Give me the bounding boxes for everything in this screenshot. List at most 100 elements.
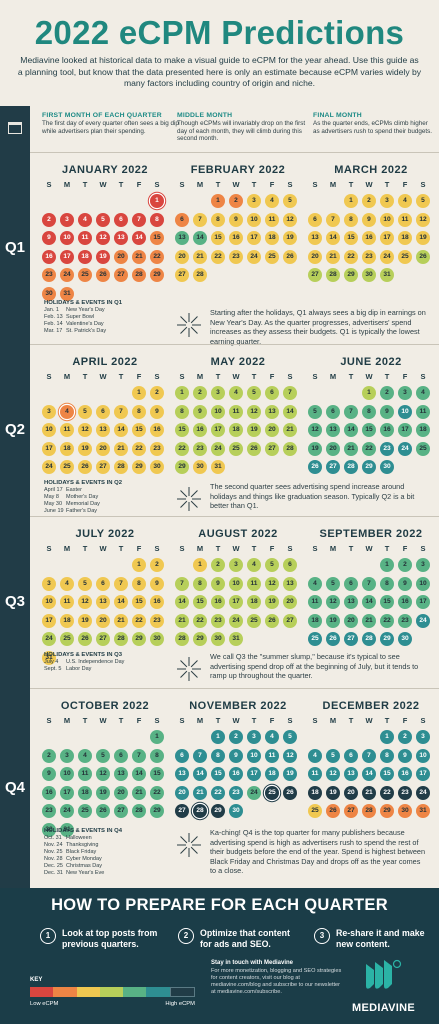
step-text: Optimize that content for ads and SEO.	[200, 928, 290, 949]
weekday-label: F	[402, 544, 408, 553]
day-cell: 29	[362, 460, 376, 474]
day-cell: 24	[247, 785, 261, 800]
weekday-label: T	[215, 180, 221, 189]
day-cell: 1	[150, 730, 164, 744]
day-cell: 3	[416, 730, 430, 744]
day-cell: 12	[96, 767, 110, 781]
holiday-date: Dec. 31	[44, 870, 63, 876]
day-cell: 22	[380, 785, 394, 800]
day-cell: 29	[211, 804, 225, 818]
day-cell: 11	[416, 404, 430, 419]
day-cell: 18	[229, 423, 243, 437]
day-cell: 15	[175, 423, 189, 437]
day-cell: 6	[344, 576, 358, 591]
day-cell: 19	[96, 785, 110, 800]
day-cell: 21	[344, 441, 358, 456]
day-cell: 17	[60, 785, 74, 800]
day-cell: 23	[42, 268, 56, 282]
month-name: NOVEMBER 2022	[189, 700, 287, 712]
day-cell: 2	[362, 194, 376, 208]
weekday-label: S	[420, 180, 426, 189]
day-cell: 14	[344, 423, 358, 437]
key-swatch-2	[53, 987, 77, 997]
day-cell: 7	[114, 404, 128, 419]
day-cell: 16	[398, 595, 412, 609]
day-cell: 3	[416, 558, 430, 572]
day-cell: 26	[96, 268, 110, 282]
intro-icon-cell	[0, 106, 30, 152]
month-calendar: MAY 2022 S M T W T F S 1 2 3 4 5 6 7 8 9 10 11 12 13 14 15 16 17…	[173, 356, 303, 486]
quarter-q3: Q3 JULY 2022 S M T W T F S 1 2 3 4 5 6 7 8 9 10 11 12 13 14 15 1…	[0, 516, 439, 688]
weekday-label: S	[312, 716, 318, 725]
weekday-label: S	[420, 716, 426, 725]
day-cell: 28	[114, 460, 128, 474]
day-cell: 13	[175, 231, 189, 245]
day-cell: 19	[265, 595, 279, 609]
day-cell: 8	[344, 212, 358, 227]
day-cell: 9	[42, 767, 56, 781]
day-cell: 28	[326, 268, 340, 282]
day-cell: 17	[416, 595, 430, 609]
holiday-item: July 4 U.S. Independence Day	[44, 659, 174, 666]
holiday-name: Black Friday	[66, 849, 97, 855]
day-cell: 23	[380, 441, 394, 456]
day-cell: 1	[175, 386, 189, 400]
day-cell: 1	[150, 194, 164, 208]
day-cell: 28	[193, 268, 207, 282]
day-cell: 4	[60, 576, 74, 591]
weekday-label: T	[384, 544, 390, 553]
day-cell: 28	[362, 804, 376, 818]
day-cell: 26	[283, 249, 297, 264]
contact-heading: Stay in touch with Mediavine	[211, 960, 294, 966]
day-cell: 25	[229, 441, 243, 456]
weekday-label: S	[46, 716, 52, 725]
day-cell: 30	[398, 632, 412, 646]
day-cell: 4	[247, 558, 261, 572]
day-cell: 20	[96, 441, 110, 456]
day-cell: 20	[344, 785, 358, 800]
day-cell: 29	[132, 460, 146, 474]
day-cell: 5	[416, 194, 430, 208]
day-cell: 26	[326, 632, 340, 646]
day-cell: 3	[42, 404, 56, 419]
holiday-item: May 30 Memorial Day	[44, 501, 174, 508]
day-cell: 18	[60, 613, 74, 628]
day-cell: 4	[308, 748, 322, 763]
day-cell: 26	[78, 632, 92, 646]
day-cell: 8	[132, 576, 146, 591]
day-cell: 16	[211, 595, 225, 609]
day-cell: 15	[344, 231, 358, 245]
day-cell: 14	[193, 767, 207, 781]
day-cell: 12	[283, 212, 297, 227]
holiday-item: Nov. 24 Thanksgiving	[44, 842, 174, 849]
day-cell: 6	[308, 212, 322, 227]
quarter-sidebar	[0, 516, 30, 688]
day-cell: 30	[229, 804, 243, 818]
day-cell: 2	[398, 558, 412, 572]
weekday-label: W	[232, 544, 240, 553]
day-cell: 2	[150, 558, 164, 572]
holiday-list: HOLIDAYS & EVENTS IN Q3 July 4 U.S. Indepe…	[44, 652, 174, 673]
holiday-date: Feb. 13	[44, 314, 63, 320]
quarter-note: Ka-ching! Q4 is the top quarter for many…	[210, 828, 426, 876]
day-cell: 6	[344, 748, 358, 763]
day-cell: 11	[265, 212, 279, 227]
day-cell: 6	[96, 404, 110, 419]
weekday-label: M	[63, 372, 71, 381]
day-cell: 30	[398, 804, 412, 818]
day-cell: 6	[114, 748, 128, 763]
holiday-item: Mar. 17 St. Patrick's Day	[44, 328, 174, 335]
month-name: OCTOBER 2022	[60, 700, 150, 712]
calendar-icon	[8, 122, 22, 134]
day-cell: 3	[229, 558, 243, 572]
weekday-label: S	[287, 372, 293, 381]
month-name: MAY 2022	[210, 356, 266, 368]
intro-middle-month: Middle month Though eCPMs will invariabl…	[177, 112, 309, 143]
weekday-label: T	[118, 372, 124, 381]
day-cell: 6	[265, 386, 279, 400]
quarter-q2: Q2 APRIL 2022 S M T W T F S 1 2 3 4 5 6 7 8 9 10 11 12 13 14 15…	[0, 344, 439, 516]
day-cell: 13	[114, 231, 128, 245]
holiday-name: Labor Day	[66, 666, 92, 672]
day-cell: 8	[150, 212, 164, 227]
day-cell: 11	[78, 767, 92, 781]
